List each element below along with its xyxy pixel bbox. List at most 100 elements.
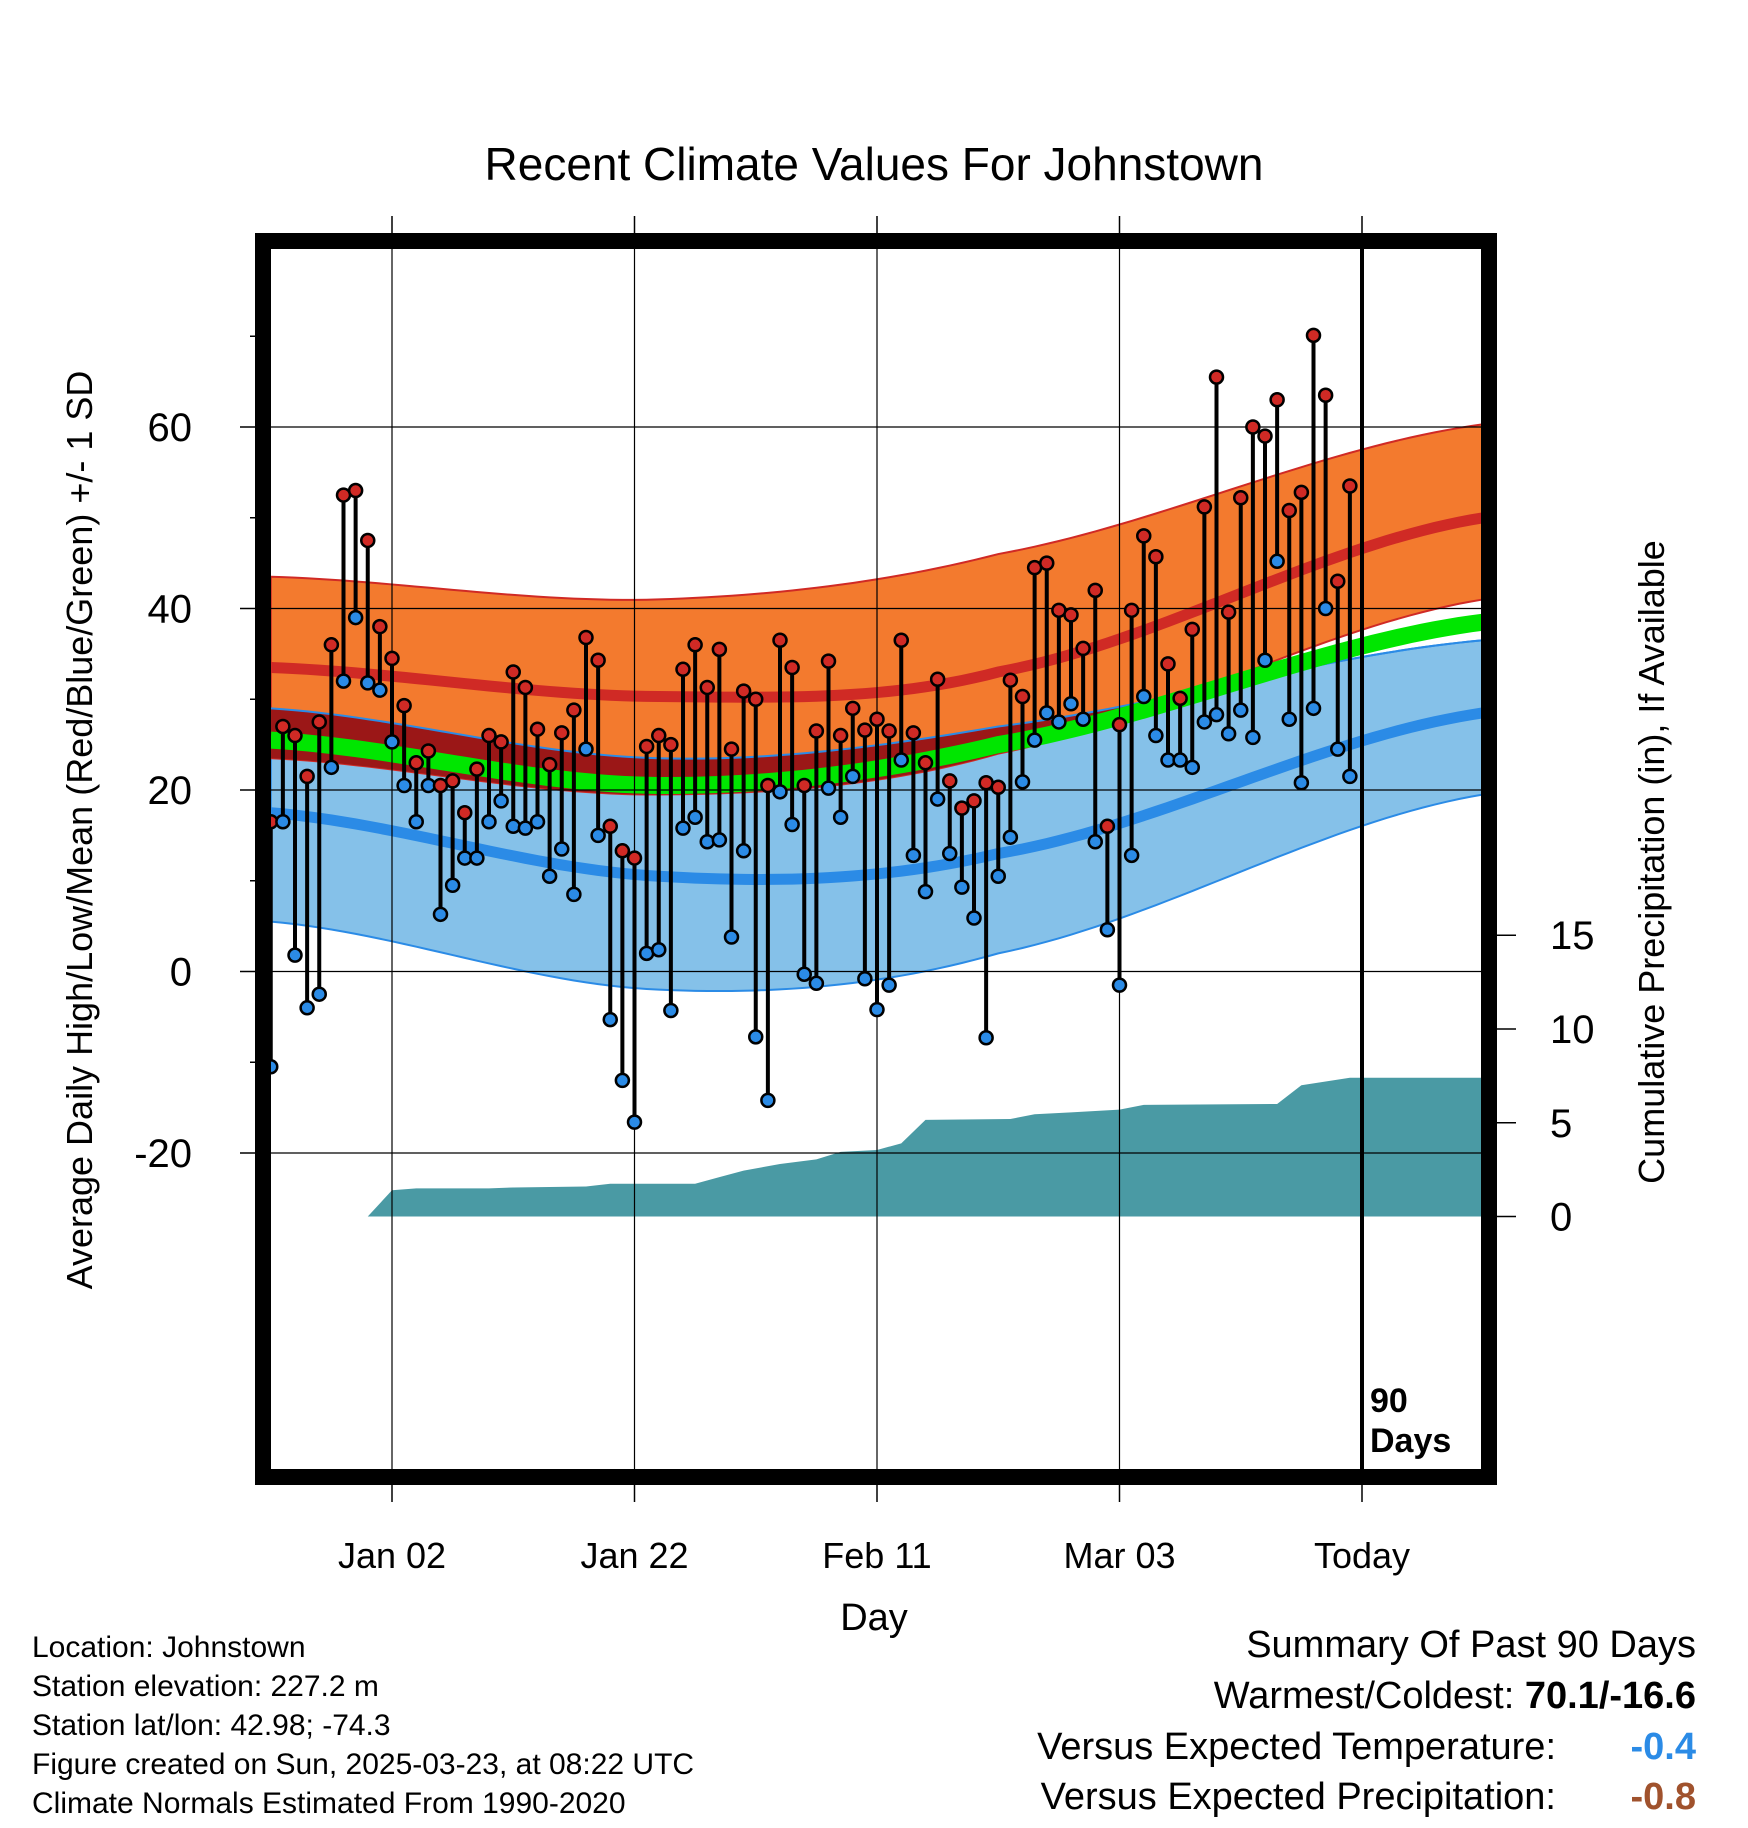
daily-low-point bbox=[614, 1072, 631, 1089]
daily-high-point bbox=[626, 850, 643, 866]
daily-high-point bbox=[663, 736, 679, 753]
daily-high-point bbox=[360, 532, 376, 549]
summary-precip: Versus Expected Precipitation: -0.8 bbox=[1037, 1772, 1696, 1822]
daily-low-point bbox=[893, 752, 909, 768]
daily-low-point bbox=[869, 1001, 885, 1018]
summary-warmest-value: 70.1/-16.6 bbox=[1524, 1675, 1696, 1717]
info-location: Location: Johnstown bbox=[32, 1631, 306, 1664]
daily-high-point bbox=[1099, 818, 1116, 835]
daily-high-point bbox=[748, 691, 764, 707]
daily-high-point bbox=[687, 637, 703, 653]
daily-low-point bbox=[905, 847, 922, 864]
daily-high-point bbox=[1136, 528, 1152, 544]
daily-low-point bbox=[857, 971, 873, 987]
daily-high-point bbox=[723, 741, 740, 757]
daily-high-point bbox=[1269, 392, 1285, 408]
y2-tick-label: 5 bbox=[1550, 1102, 1572, 1146]
daily-low-point bbox=[444, 877, 461, 894]
daily-high-point bbox=[287, 727, 303, 744]
y-tick-label: 40 bbox=[148, 588, 193, 632]
daily-low-point bbox=[1269, 553, 1285, 570]
daily-high-point bbox=[408, 755, 424, 771]
daily-high-point bbox=[1281, 502, 1297, 519]
daily-low-point bbox=[651, 941, 667, 958]
daily-low-point bbox=[942, 845, 958, 862]
daily-low-point bbox=[384, 734, 400, 750]
today-label-number: 90 bbox=[1370, 1382, 1408, 1420]
x-tick-label: Jan 02 bbox=[338, 1535, 446, 1576]
x-tick-label: Mar 03 bbox=[1063, 1535, 1175, 1576]
y2-tick-label: 15 bbox=[1550, 914, 1595, 958]
daily-high-point bbox=[493, 734, 509, 750]
summary-precip-label: Versus Expected Precipitation: bbox=[1040, 1776, 1556, 1818]
daily-low-point bbox=[1317, 600, 1334, 617]
daily-low-point bbox=[978, 1029, 994, 1046]
daily-low-point bbox=[578, 741, 594, 757]
x-tick-label: Today bbox=[1314, 1535, 1410, 1576]
daily-low-point bbox=[748, 1029, 764, 1045]
y2-axis-label: Cumulative Precipitation (in), If Availa… bbox=[1631, 540, 1672, 1184]
daily-high-point bbox=[881, 723, 897, 739]
daily-high-point bbox=[1039, 555, 1055, 571]
daily-low-point bbox=[517, 820, 534, 836]
daily-high-point bbox=[384, 650, 400, 667]
daily-low-point bbox=[1184, 759, 1200, 776]
daily-high-point bbox=[347, 482, 364, 499]
daily-low-point bbox=[735, 843, 752, 859]
daily-low-point bbox=[602, 1011, 618, 1028]
daily-low-point bbox=[372, 682, 388, 698]
daily-high-point bbox=[1063, 607, 1079, 623]
daily-high-point bbox=[457, 804, 473, 821]
daily-high-point bbox=[796, 777, 812, 794]
daily-low-point bbox=[1002, 829, 1019, 845]
daily-low-point bbox=[1075, 711, 1091, 727]
daily-high-point bbox=[893, 632, 909, 649]
daily-low-point bbox=[469, 850, 485, 866]
daily-low-point bbox=[1087, 833, 1103, 850]
daily-high-point bbox=[990, 779, 1006, 796]
summary-temp-value: -0.4 bbox=[1630, 1726, 1696, 1768]
daily-low-point bbox=[1099, 922, 1116, 938]
x-axis-label: Day bbox=[840, 1597, 908, 1639]
daily-low-point bbox=[881, 977, 897, 993]
summary-panel: Summary Of Past 90 Days Warmest/Coldest:… bbox=[1037, 1620, 1696, 1822]
daily-high-point bbox=[1014, 688, 1031, 705]
daily-low-point bbox=[1257, 652, 1273, 668]
daily-high-point bbox=[554, 725, 570, 741]
daily-high-point bbox=[566, 702, 582, 718]
daily-low-point bbox=[432, 906, 449, 923]
summary-precip-value: -0.8 bbox=[1630, 1776, 1696, 1818]
chart-title: Recent Climate Values For Johnstown bbox=[485, 138, 1264, 190]
daily-high-point bbox=[372, 618, 388, 635]
daily-high-point bbox=[1305, 327, 1322, 344]
daily-high-point bbox=[1317, 387, 1334, 403]
daily-low-point bbox=[1014, 774, 1031, 790]
daily-high-point bbox=[1245, 419, 1261, 435]
daily-low-point bbox=[347, 609, 364, 626]
daily-high-point bbox=[832, 727, 849, 744]
daily-low-point bbox=[566, 886, 582, 903]
daily-high-point bbox=[638, 738, 655, 755]
daily-low-point bbox=[626, 1114, 643, 1130]
y2-tick-label: 0 bbox=[1550, 1196, 1572, 1240]
daily-high-point bbox=[1196, 499, 1213, 515]
daily-high-point bbox=[1330, 573, 1346, 590]
daily-high-point bbox=[772, 632, 788, 649]
daily-high-point bbox=[469, 761, 485, 777]
daily-high-point bbox=[905, 725, 922, 741]
daily-high-point bbox=[675, 661, 691, 678]
y-tick-label: 20 bbox=[148, 769, 193, 813]
info-normals: Climate Normals Estimated From 1990-2020 bbox=[32, 1787, 626, 1820]
daily-low-point bbox=[711, 832, 728, 848]
daily-low-point bbox=[1330, 741, 1346, 757]
daily-low-point bbox=[1281, 711, 1297, 727]
daily-low-point bbox=[493, 793, 509, 809]
daily-high-point bbox=[711, 641, 728, 658]
daily-high-point bbox=[396, 697, 412, 714]
daily-high-point bbox=[784, 659, 800, 676]
daily-low-point bbox=[1111, 977, 1128, 993]
daily-low-point bbox=[723, 929, 740, 945]
plot-frame bbox=[255, 233, 1497, 1485]
daily-high-point bbox=[808, 723, 825, 739]
daily-low-point bbox=[529, 814, 546, 830]
